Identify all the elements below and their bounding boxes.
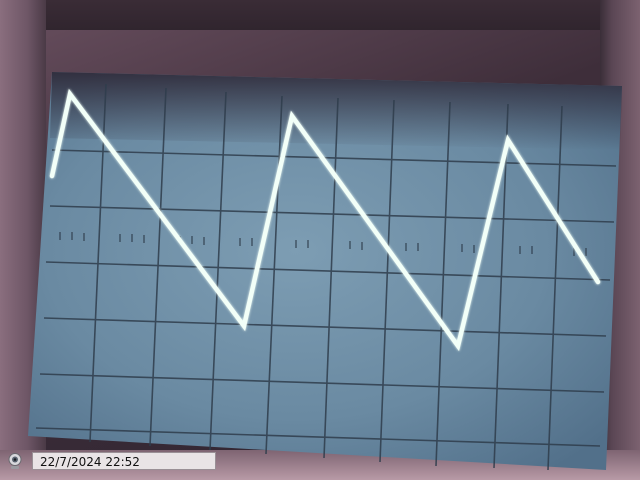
bezel-top <box>0 0 640 30</box>
timestamp-overlay: 22/7/2024 22:52 <box>6 450 220 472</box>
screen-top-shade <box>50 72 622 150</box>
center-axis-ticks <box>59 232 587 256</box>
timestamp-text: 22/7/2024 22:52 <box>32 452 216 470</box>
sawtooth-trace <box>49 88 601 352</box>
graticule <box>35 83 617 471</box>
webcam-icon <box>8 453 22 469</box>
